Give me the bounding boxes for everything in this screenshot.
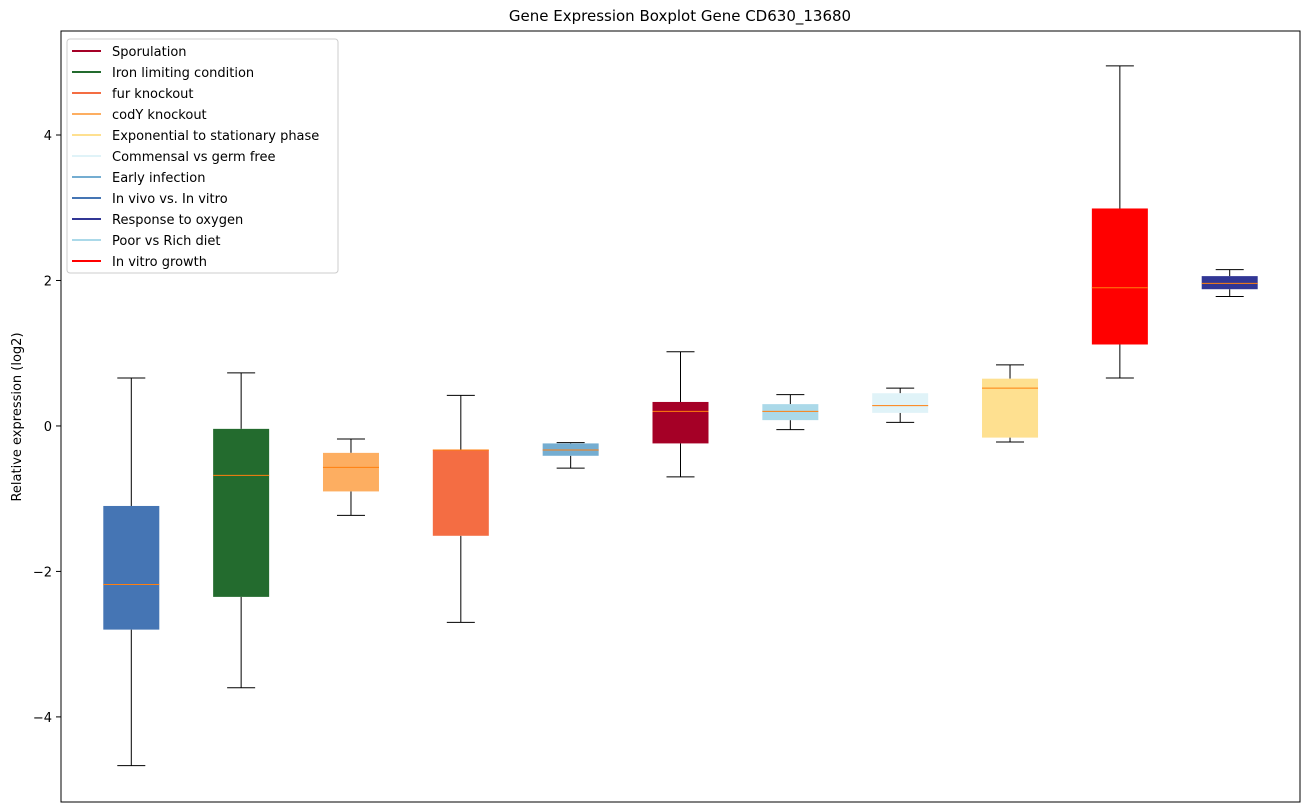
legend-label: Poor vs Rich diet [112, 234, 220, 249]
box [322, 452, 379, 492]
box-group [1201, 269, 1258, 297]
legend-label: Commensal vs germ free [112, 150, 275, 165]
box-group [322, 438, 379, 516]
box-group [103, 377, 160, 767]
legend-label: Sporulation [112, 45, 187, 60]
box-group [542, 442, 599, 469]
legend-label: Exponential to stationary phase [112, 129, 319, 144]
box-group [432, 394, 489, 623]
chart-title: Gene Expression Boxplot Gene CD630_13680 [509, 7, 851, 26]
legend-label: Early infection [112, 171, 205, 186]
y-tick-label: −4 [33, 711, 52, 726]
box [1091, 208, 1148, 345]
boxes [103, 65, 1258, 767]
y-tick-label: 4 [44, 129, 52, 144]
y-axis-ticks: −4 −2 0 2 4 [33, 129, 61, 726]
y-axis-label: Relative expression (log2) [10, 332, 25, 501]
y-tick-label: 0 [44, 420, 52, 435]
box [432, 449, 489, 536]
box-group [213, 372, 270, 689]
box [982, 378, 1039, 438]
box [1201, 276, 1258, 290]
box-group [762, 394, 819, 431]
y-tick-label: −2 [33, 565, 52, 580]
legend-label: In vitro growth [112, 255, 207, 270]
box-group [872, 387, 929, 423]
box-group [652, 351, 709, 478]
legend-frame [66, 38, 339, 274]
box-group [982, 364, 1039, 443]
legend-label: fur knockout [112, 87, 194, 102]
box [762, 404, 819, 421]
y-tick-label: 2 [44, 274, 52, 289]
box [213, 428, 270, 597]
box-group [1091, 65, 1148, 379]
legend-label: Iron limiting condition [112, 66, 254, 81]
legend: Sporulation Iron limiting condition fur kn… [66, 38, 339, 274]
box [103, 505, 160, 630]
legend-label: codY knockout [112, 108, 207, 123]
legend-label: Response to oxygen [112, 213, 243, 228]
box [872, 393, 929, 413]
plot-frame [60, 30, 1301, 803]
box [652, 401, 709, 444]
legend-label: In vivo vs. In vitro [112, 192, 228, 207]
